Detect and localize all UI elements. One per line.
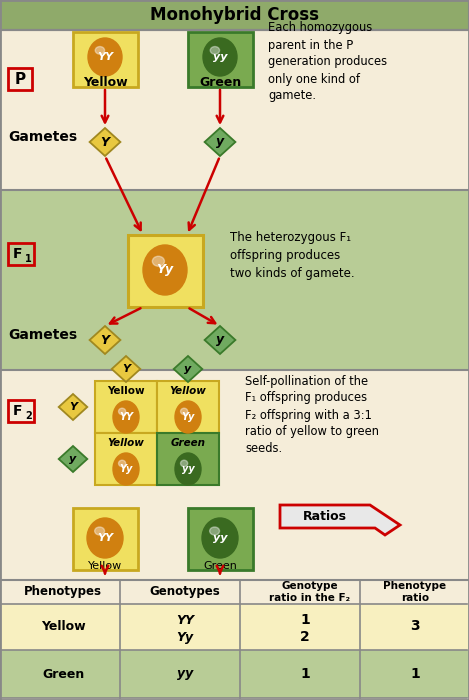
- Text: Yellow: Yellow: [107, 438, 144, 448]
- FancyBboxPatch shape: [0, 650, 469, 698]
- Text: 1: 1: [410, 667, 420, 681]
- Text: Green: Green: [171, 438, 205, 448]
- Text: Genotype
ratio in the F₂: Genotype ratio in the F₂: [269, 581, 350, 603]
- Text: yy: yy: [177, 668, 193, 680]
- Text: Ratios: Ratios: [303, 510, 347, 524]
- Ellipse shape: [175, 453, 201, 485]
- Ellipse shape: [88, 38, 122, 76]
- Text: YY: YY: [176, 613, 194, 626]
- Ellipse shape: [119, 408, 126, 414]
- Text: yy: yy: [213, 533, 227, 543]
- Ellipse shape: [119, 460, 126, 467]
- FancyBboxPatch shape: [0, 370, 469, 580]
- Text: 2: 2: [300, 630, 310, 644]
- Text: Y: Y: [69, 402, 77, 412]
- FancyBboxPatch shape: [0, 580, 469, 604]
- Ellipse shape: [203, 38, 237, 76]
- Polygon shape: [90, 128, 121, 156]
- Text: Genotypes: Genotypes: [150, 585, 220, 598]
- Text: Phenotypes: Phenotypes: [24, 585, 102, 598]
- Text: 1: 1: [25, 254, 32, 264]
- Text: y: y: [184, 364, 192, 374]
- Text: Green: Green: [203, 561, 237, 571]
- Text: Y: Y: [100, 136, 109, 148]
- Text: Y: Y: [122, 364, 130, 374]
- Polygon shape: [204, 326, 235, 354]
- Text: 2: 2: [25, 411, 32, 421]
- Polygon shape: [204, 128, 235, 156]
- FancyBboxPatch shape: [8, 68, 32, 90]
- FancyBboxPatch shape: [0, 190, 469, 370]
- Text: Self-pollination of the
F₁ offspring produces
F₂ offspring with a 3:1
ratio of y: Self-pollination of the F₁ offspring pro…: [245, 374, 379, 456]
- Polygon shape: [90, 326, 121, 354]
- Ellipse shape: [210, 47, 219, 54]
- Text: yy: yy: [213, 52, 227, 62]
- Polygon shape: [174, 356, 202, 382]
- Text: 1: 1: [300, 667, 310, 681]
- Ellipse shape: [202, 518, 238, 558]
- Ellipse shape: [175, 401, 201, 433]
- Text: Each homozygous
parent in the P
generation produces
only one kind of
gamete.: Each homozygous parent in the P generati…: [268, 22, 387, 102]
- Text: Monohybrid Cross: Monohybrid Cross: [150, 6, 319, 24]
- FancyBboxPatch shape: [128, 235, 203, 307]
- Text: Yy: Yy: [157, 263, 174, 276]
- FancyBboxPatch shape: [0, 30, 469, 190]
- FancyBboxPatch shape: [0, 604, 469, 650]
- Text: YY: YY: [97, 533, 113, 543]
- FancyBboxPatch shape: [8, 400, 34, 422]
- Polygon shape: [280, 505, 400, 535]
- Text: 1: 1: [300, 613, 310, 627]
- FancyBboxPatch shape: [95, 381, 157, 433]
- Text: Green: Green: [42, 668, 84, 680]
- Text: Gametes: Gametes: [8, 328, 77, 342]
- Ellipse shape: [113, 401, 139, 433]
- FancyBboxPatch shape: [8, 243, 34, 265]
- Text: Yellow: Yellow: [170, 386, 206, 396]
- Ellipse shape: [181, 408, 188, 414]
- Text: P: P: [15, 71, 26, 87]
- Text: Gametes: Gametes: [8, 130, 77, 144]
- FancyBboxPatch shape: [157, 381, 219, 433]
- Text: Yy: Yy: [176, 631, 194, 643]
- Ellipse shape: [95, 47, 105, 54]
- Ellipse shape: [181, 460, 188, 467]
- Ellipse shape: [143, 245, 187, 295]
- FancyBboxPatch shape: [0, 0, 469, 30]
- Text: yy: yy: [182, 464, 194, 474]
- Text: Yellow: Yellow: [41, 620, 85, 633]
- Text: YY: YY: [119, 412, 133, 422]
- FancyBboxPatch shape: [73, 32, 138, 87]
- FancyBboxPatch shape: [73, 508, 138, 570]
- Text: F: F: [12, 247, 22, 261]
- FancyBboxPatch shape: [188, 32, 253, 87]
- Text: y: y: [69, 454, 76, 464]
- FancyBboxPatch shape: [188, 508, 253, 570]
- Text: Green: Green: [199, 76, 241, 90]
- Text: Yy: Yy: [182, 412, 195, 422]
- Text: y: y: [216, 333, 224, 346]
- Polygon shape: [59, 394, 87, 420]
- Text: F: F: [12, 404, 22, 418]
- Text: Yellow: Yellow: [88, 561, 122, 571]
- Polygon shape: [112, 356, 140, 382]
- Text: Yellow: Yellow: [107, 386, 145, 396]
- Text: y: y: [216, 136, 224, 148]
- FancyBboxPatch shape: [157, 433, 219, 485]
- FancyBboxPatch shape: [95, 433, 157, 485]
- Text: Yy: Yy: [119, 464, 133, 474]
- Ellipse shape: [87, 518, 123, 558]
- Text: YY: YY: [97, 52, 113, 62]
- Ellipse shape: [152, 256, 165, 266]
- Text: Phenotype
ratio: Phenotype ratio: [384, 581, 446, 603]
- Ellipse shape: [210, 527, 219, 535]
- Text: 3: 3: [410, 619, 420, 633]
- Text: Yellow: Yellow: [83, 76, 127, 90]
- Polygon shape: [59, 446, 87, 472]
- Ellipse shape: [95, 527, 105, 535]
- Text: The heterozygous F₁
offspring produces
two kinds of gamete.: The heterozygous F₁ offspring produces t…: [230, 230, 355, 279]
- Text: Y: Y: [100, 333, 109, 346]
- Ellipse shape: [113, 453, 139, 485]
